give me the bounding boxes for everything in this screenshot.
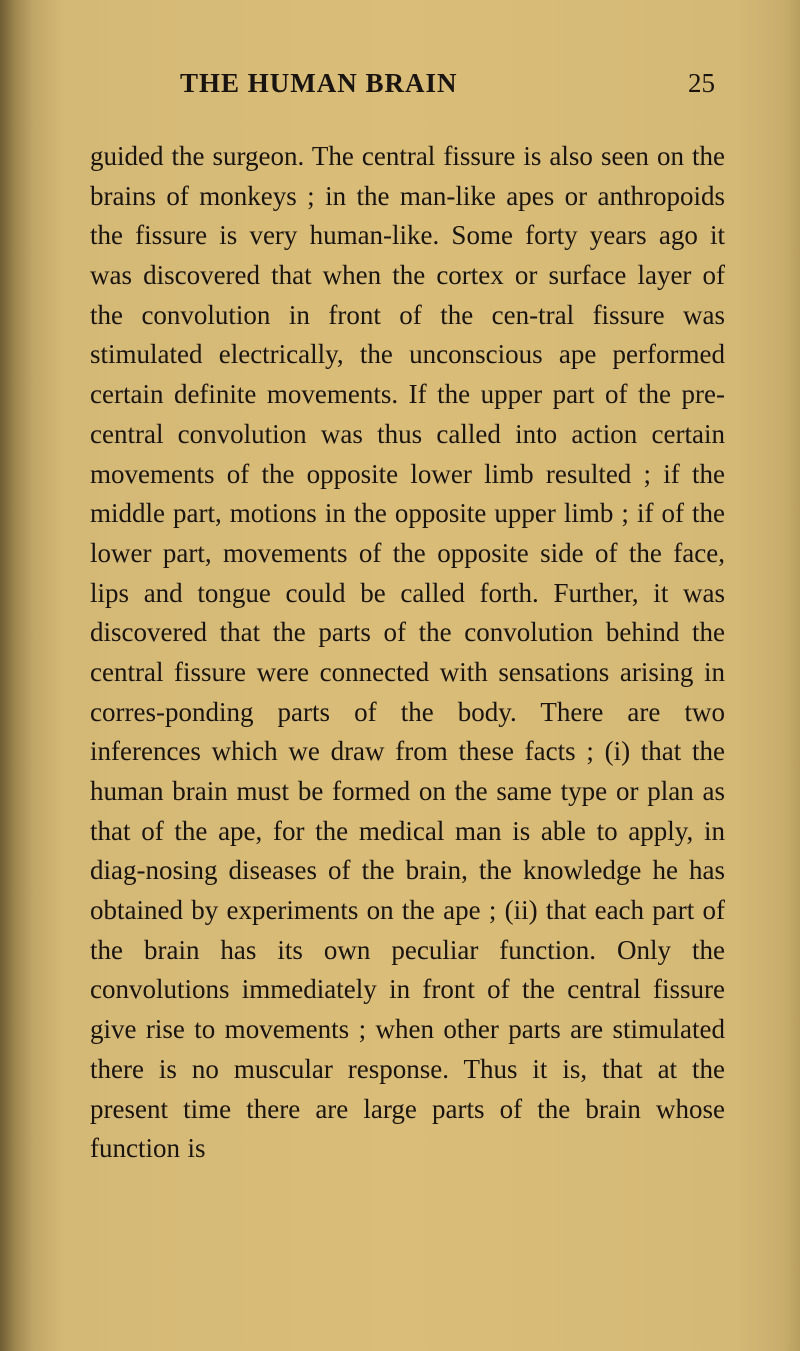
body-text: guided the surgeon. The central fissure … [90,137,725,1169]
book-page: THE HUMAN BRAIN 25 guided the surgeon. T… [0,0,800,1351]
running-title: THE HUMAN BRAIN [180,68,458,99]
page-number: 25 [688,68,715,99]
page-header: THE HUMAN BRAIN 25 [90,68,725,99]
